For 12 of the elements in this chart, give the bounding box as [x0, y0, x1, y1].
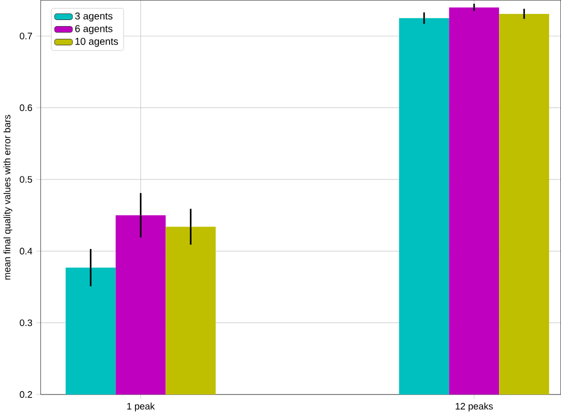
x-tick-label: 12 peaks [456, 402, 493, 412]
y-tick-label: 0.3 [20, 320, 32, 326]
y-axis-title: mean final quality values with error bars [3, 114, 12, 280]
y-tick-label: 0.5 [20, 176, 32, 183]
legend-label: 10 agents [75, 38, 118, 47]
y-tick-label: 0.2 [20, 391, 32, 398]
y-tick-label: 0.7 [20, 32, 32, 40]
y-tick-label: 0.6 [20, 104, 32, 112]
y-tick-label: 0.4 [20, 248, 32, 254]
x-tick-label: 1 peak [127, 402, 155, 412]
legend-label: 3 agents [75, 12, 112, 22]
legend-label: 6 agents [75, 25, 112, 34]
